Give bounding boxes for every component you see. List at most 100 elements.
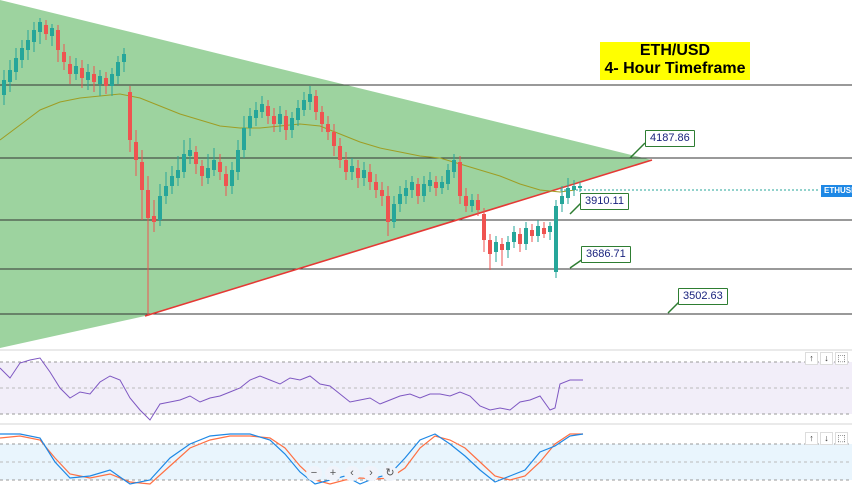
bearish-candle — [128, 92, 132, 140]
bearish-candle — [500, 244, 504, 250]
chart-nav-controls: − + ‹ › ↻ — [306, 466, 398, 481]
maximize-icon[interactable]: ⬚ — [835, 352, 848, 365]
bearish-candle — [62, 52, 66, 62]
chart-title-box: ETH/USD 4- Hour Timeframe — [600, 42, 750, 80]
bullish-candle — [572, 186, 576, 190]
price-tag-3686: 3686.71 — [581, 246, 631, 263]
bearish-candle — [224, 174, 228, 186]
move-up-icon[interactable]: ↑ — [805, 432, 818, 445]
bullish-candle — [548, 226, 552, 232]
zoom-in-button[interactable]: + — [325, 466, 341, 481]
bullish-candle — [410, 182, 414, 190]
bullish-candle — [512, 232, 516, 242]
price-tag-4187: 4187.86 — [645, 130, 695, 147]
bearish-candle — [314, 96, 318, 112]
bearish-candle — [104, 78, 108, 86]
move-up-icon[interactable]: ↑ — [805, 352, 818, 365]
bearish-candle — [284, 116, 288, 130]
bullish-candle — [122, 54, 126, 62]
bearish-candle — [272, 116, 276, 124]
bearish-candle — [326, 124, 330, 132]
bullish-candle — [206, 168, 210, 178]
bullish-candle — [254, 110, 258, 118]
bearish-candle — [464, 196, 468, 206]
bullish-candle — [452, 160, 456, 172]
bullish-candle — [536, 226, 540, 236]
bullish-candle — [422, 184, 426, 196]
bullish-candle — [398, 194, 402, 204]
bullish-candle — [8, 70, 12, 82]
bullish-candle — [446, 170, 450, 184]
bullish-candle — [38, 22, 42, 32]
bullish-candle — [290, 118, 294, 130]
bullish-candle — [296, 108, 300, 120]
bearish-candle — [80, 68, 84, 78]
bullish-candle — [188, 150, 192, 156]
bullish-candle — [566, 188, 570, 198]
reset-chart-icon[interactable]: ↻ — [382, 466, 398, 481]
bullish-candle — [164, 186, 168, 196]
bullish-candle — [362, 170, 366, 178]
bullish-candle — [26, 40, 30, 50]
bearish-candle — [338, 146, 342, 160]
bullish-candle — [20, 48, 24, 60]
bullish-candle — [506, 242, 510, 250]
bearish-candle — [344, 160, 348, 172]
bullish-candle — [554, 206, 558, 272]
bearish-candle — [320, 112, 324, 124]
bullish-candle — [182, 154, 186, 172]
bullish-candle — [278, 114, 282, 124]
bearish-candle — [140, 162, 144, 190]
bullish-candle — [578, 186, 582, 188]
scroll-forward-button[interactable]: › — [363, 466, 379, 481]
bearish-candle — [134, 142, 138, 160]
bullish-candle — [236, 150, 240, 172]
bullish-candle — [212, 160, 216, 170]
bullish-candle — [230, 170, 234, 186]
bullish-candle — [470, 200, 474, 206]
bearish-candle — [356, 168, 360, 178]
bearish-candle — [476, 200, 480, 210]
bearish-candle — [200, 166, 204, 176]
bearish-candle — [530, 230, 534, 236]
title-line2: 4- Hour Timeframe — [604, 60, 746, 77]
bullish-candle — [440, 182, 444, 188]
bearish-candle — [152, 216, 156, 222]
rsi-pane-controls: ↑ ↓ ⬚ — [805, 352, 848, 365]
price-tag-3502: 3502.63 — [678, 288, 728, 305]
bullish-candle — [308, 94, 312, 102]
bearish-candle — [266, 106, 270, 116]
scroll-back-button[interactable]: ‹ — [344, 466, 360, 481]
bullish-candle — [260, 104, 264, 112]
bullish-candle — [98, 76, 102, 84]
symmetrical-triangle — [0, 0, 652, 348]
candlesticks — [2, 18, 582, 316]
bullish-candle — [14, 58, 18, 72]
bearish-candle — [92, 74, 96, 82]
symbol-price-tag: ETHUSD — [821, 185, 852, 197]
bullish-candle — [74, 66, 78, 74]
bullish-candle — [116, 62, 120, 76]
bullish-candle — [86, 72, 90, 80]
bullish-candle — [110, 74, 114, 86]
bearish-candle — [332, 132, 336, 146]
title-line1: ETH/USD — [639, 42, 711, 59]
bearish-candle — [44, 25, 48, 34]
bullish-candle — [242, 128, 246, 150]
bearish-candle — [386, 196, 390, 222]
bullish-candle — [350, 166, 354, 172]
bullish-candle — [248, 116, 252, 128]
move-down-icon[interactable]: ↓ — [820, 432, 833, 445]
price-tag-3910: 3910.11 — [580, 193, 629, 210]
rsi-line — [0, 357, 583, 421]
bearish-candle — [488, 240, 492, 254]
maximize-icon[interactable]: ⬚ — [835, 432, 848, 445]
bearish-candle — [194, 152, 198, 164]
bullish-candle — [2, 80, 6, 95]
bullish-candle — [176, 170, 180, 178]
bearish-candle — [482, 214, 486, 240]
move-down-icon[interactable]: ↓ — [820, 352, 833, 365]
zoom-out-button[interactable]: − — [306, 466, 322, 481]
